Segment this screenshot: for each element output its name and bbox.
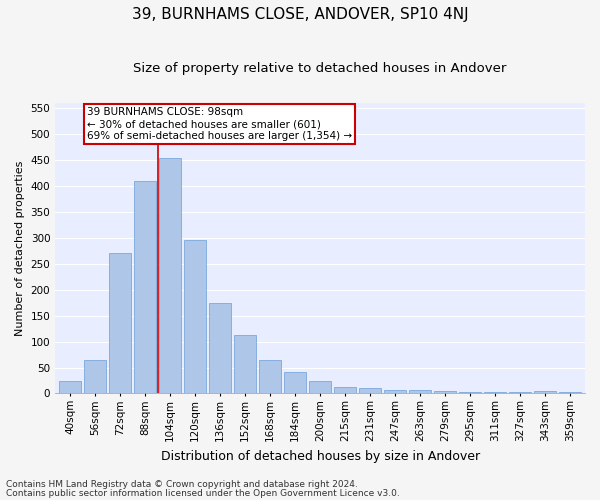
Bar xyxy=(509,392,531,394)
Bar xyxy=(59,380,82,394)
X-axis label: Distribution of detached houses by size in Andover: Distribution of detached houses by size … xyxy=(161,450,479,462)
Bar xyxy=(359,388,382,394)
Bar xyxy=(259,360,281,394)
Bar xyxy=(184,240,206,394)
Text: 39, BURNHAMS CLOSE, ANDOVER, SP10 4NJ: 39, BURNHAMS CLOSE, ANDOVER, SP10 4NJ xyxy=(131,8,469,22)
Bar xyxy=(384,390,406,394)
Text: 39 BURNHAMS CLOSE: 98sqm
← 30% of detached houses are smaller (601)
69% of semi-: 39 BURNHAMS CLOSE: 98sqm ← 30% of detach… xyxy=(87,108,352,140)
Bar xyxy=(234,335,256,394)
Bar xyxy=(459,392,481,394)
Bar xyxy=(409,390,431,394)
Bar xyxy=(309,380,331,394)
Bar xyxy=(109,254,131,394)
Bar xyxy=(334,386,356,394)
Bar xyxy=(284,372,307,394)
Text: Contains HM Land Registry data © Crown copyright and database right 2024.: Contains HM Land Registry data © Crown c… xyxy=(6,480,358,489)
Bar xyxy=(484,392,506,394)
Bar xyxy=(534,391,556,394)
Bar xyxy=(209,302,232,394)
Title: Size of property relative to detached houses in Andover: Size of property relative to detached ho… xyxy=(133,62,507,76)
Y-axis label: Number of detached properties: Number of detached properties xyxy=(15,160,25,336)
Text: Contains public sector information licensed under the Open Government Licence v3: Contains public sector information licen… xyxy=(6,488,400,498)
Bar xyxy=(84,360,106,394)
Bar xyxy=(559,392,581,394)
Bar xyxy=(434,392,456,394)
Bar xyxy=(159,158,181,394)
Bar xyxy=(134,181,157,394)
